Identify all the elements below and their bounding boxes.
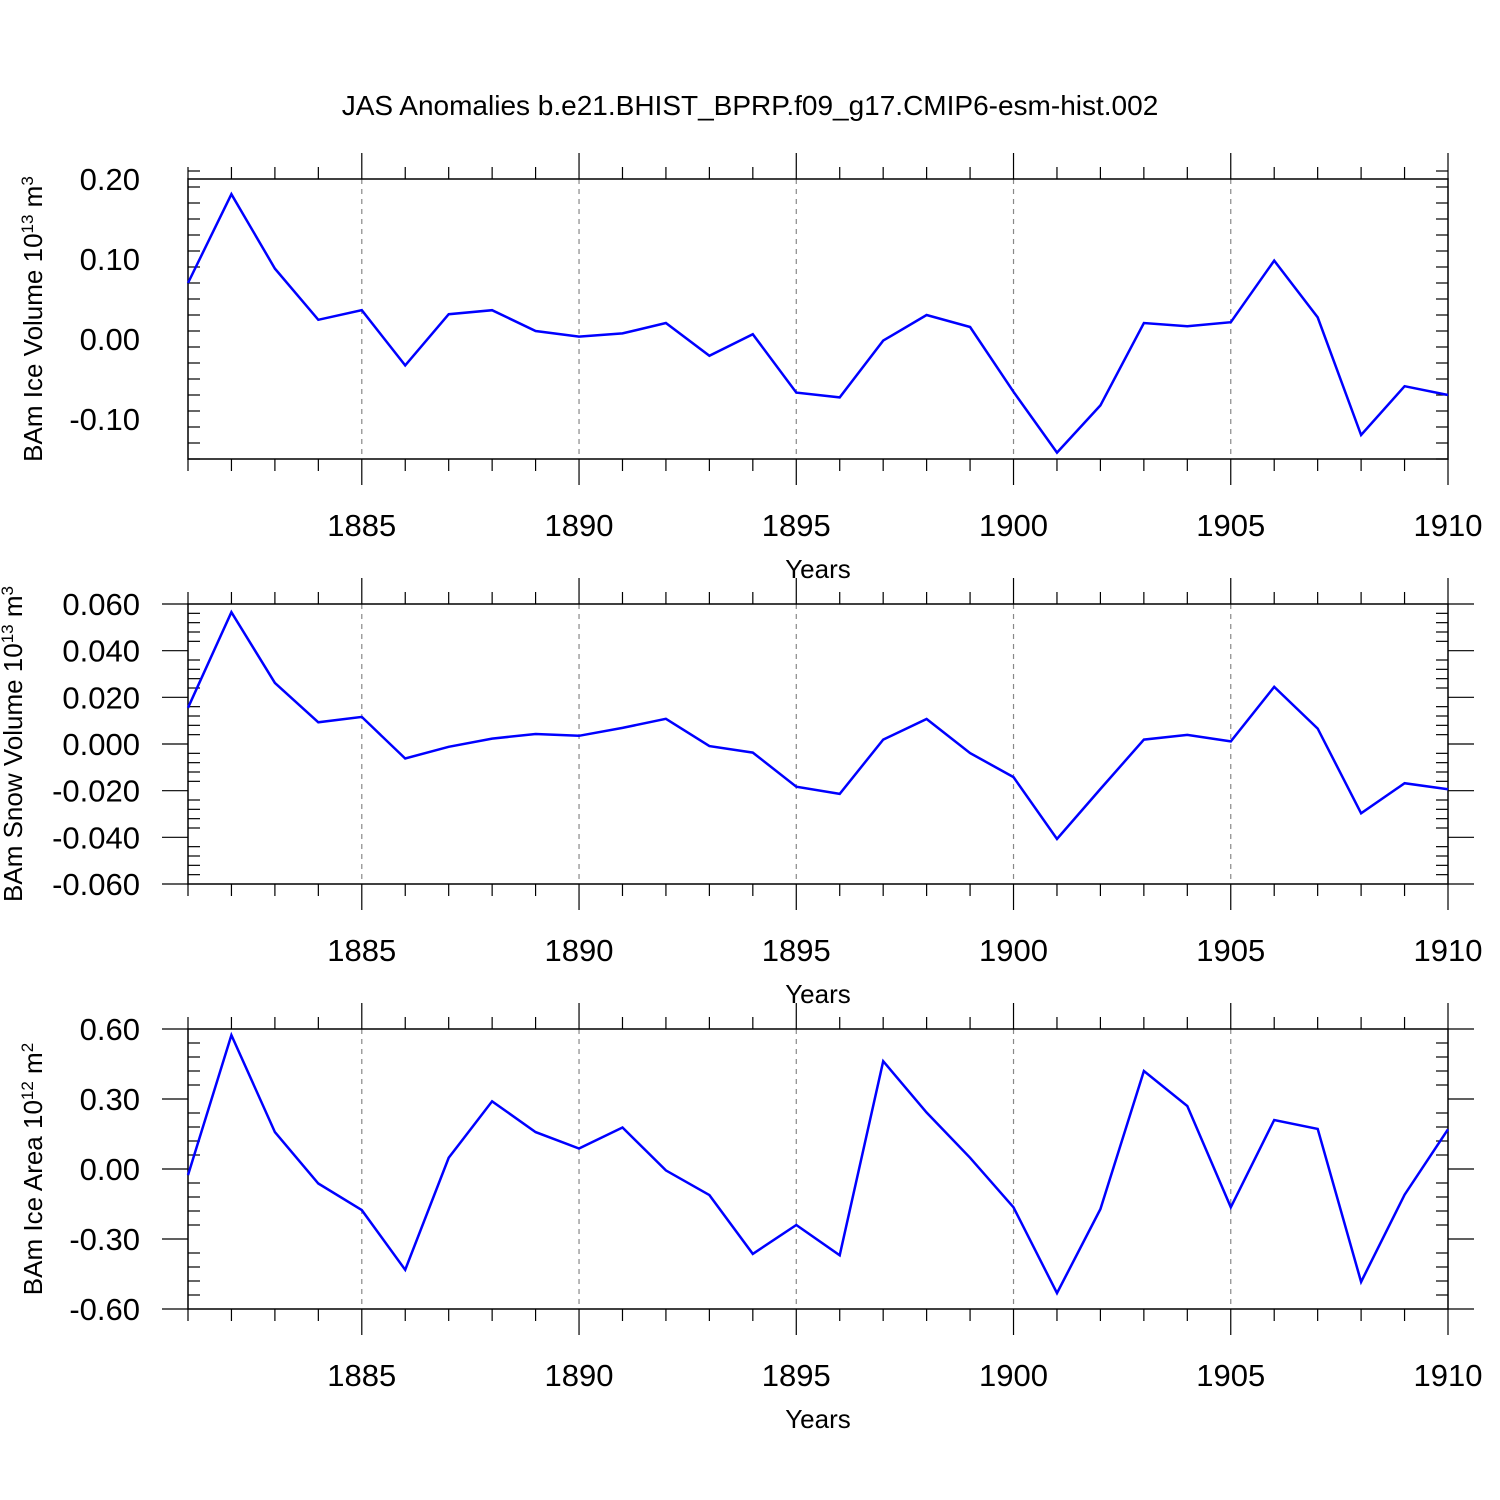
x-tick-label: 1890 bbox=[545, 1358, 614, 1393]
x-tick-label: 1900 bbox=[979, 933, 1048, 968]
y-tick-label: 0.000 bbox=[62, 727, 140, 762]
x-tick-label: 1905 bbox=[1196, 933, 1265, 968]
y-axis-label-unit-exponent: 3 bbox=[18, 176, 37, 185]
x-tick-label: 1910 bbox=[1414, 933, 1483, 968]
x-tick-label: 1895 bbox=[762, 933, 831, 968]
y-tick-label: 0.10 bbox=[80, 242, 140, 277]
y-tick-label: -0.020 bbox=[52, 774, 140, 809]
x-tick-label: 1885 bbox=[327, 933, 396, 968]
y-tick-label: 0.00 bbox=[80, 322, 140, 357]
y-axis-label-unit-exponent: 2 bbox=[18, 1043, 37, 1052]
chart-panel-1: 0.20 0.10 0.00 -0.10 1885 1890 1895 1900 1905 191… bbox=[18, 153, 1483, 584]
y-axis-label: BAm Snow Volume 1013 m3 bbox=[0, 586, 28, 902]
y-tick-label: 0.060 bbox=[62, 587, 140, 622]
x-tick-label: 1910 bbox=[1414, 508, 1483, 543]
x-tick-label: 1905 bbox=[1196, 1358, 1265, 1393]
y-axis-label-exponent: 13 bbox=[18, 215, 37, 234]
y-tick-label: 0.040 bbox=[62, 634, 140, 669]
figure-title: JAS Anomalies b.e21.BHIST_BPRP.f09_g17.C… bbox=[342, 90, 1159, 121]
y-tick-label: 0.00 bbox=[80, 1152, 140, 1187]
y-axis-label-unit: m bbox=[18, 186, 48, 215]
y-axis-label: BAm Ice Volume 1013 m3 bbox=[18, 176, 49, 462]
y-tick-label: -0.30 bbox=[69, 1222, 140, 1257]
panels: 0.20 0.10 0.00 -0.10 1885 1890 1895 1900 1905 191… bbox=[0, 153, 1482, 1434]
y-axis-label-exponent: 13 bbox=[0, 624, 17, 643]
y-tick-label: -0.60 bbox=[69, 1292, 140, 1327]
x-tick-label: 1900 bbox=[979, 508, 1048, 543]
y-tick-label: 0.020 bbox=[62, 680, 140, 715]
chart-panel-2: 0.060 0.040 0.020 0.000 -0.020 -0.040 -0.060 18… bbox=[0, 578, 1482, 1009]
x-tick-label: 1895 bbox=[762, 1358, 831, 1393]
y-axis-label-unit-exponent: 3 bbox=[0, 586, 17, 595]
y-tick-label: 0.30 bbox=[80, 1082, 140, 1117]
series-line bbox=[186, 609, 1449, 842]
plot-frame bbox=[187, 603, 1449, 885]
y-tick-label: 0.60 bbox=[80, 1012, 140, 1047]
y-axis-label-unit: m bbox=[18, 1052, 48, 1081]
x-tick-label: 1900 bbox=[979, 1358, 1048, 1393]
x-tick-label: 1890 bbox=[545, 508, 614, 543]
y-tick-label: -0.060 bbox=[52, 867, 140, 902]
y-axis-label-text: BAm Ice Volume 10 bbox=[18, 233, 48, 461]
x-tick-label: 1885 bbox=[327, 508, 396, 543]
plot-frame bbox=[187, 1028, 1449, 1310]
x-tick-label: 1895 bbox=[762, 508, 831, 543]
x-tick-label: 1885 bbox=[327, 1358, 396, 1393]
y-axis-label: BAm Ice Area 1012 m2 bbox=[18, 1043, 49, 1295]
y-tick-label: -0.040 bbox=[52, 820, 140, 855]
y-tick-label: -0.10 bbox=[69, 402, 140, 437]
x-axis-label: Years bbox=[785, 1404, 851, 1434]
y-tick-label: 0.20 bbox=[80, 162, 140, 197]
y-axis-label-text: BAm Ice Area 10 bbox=[18, 1100, 48, 1295]
chart-panel-3: 0.60 0.30 0.00 -0.30 -0.60 1885 1890 1895 1900 19… bbox=[18, 1003, 1483, 1434]
x-tick-label: 1910 bbox=[1414, 1358, 1483, 1393]
x-axis-label: Years bbox=[785, 979, 851, 1009]
y-axis-label-unit: m bbox=[0, 595, 28, 624]
y-axis-label-exponent: 12 bbox=[18, 1081, 37, 1100]
y-axis-label-text: BAm Snow Volume 10 bbox=[0, 643, 28, 902]
x-tick-label: 1890 bbox=[545, 933, 614, 968]
x-tick-label: 1905 bbox=[1196, 508, 1265, 543]
series-line bbox=[186, 1031, 1450, 1296]
x-axis-label: Years bbox=[785, 554, 851, 584]
series-line bbox=[186, 191, 1449, 455]
plot-frame bbox=[187, 178, 1449, 460]
